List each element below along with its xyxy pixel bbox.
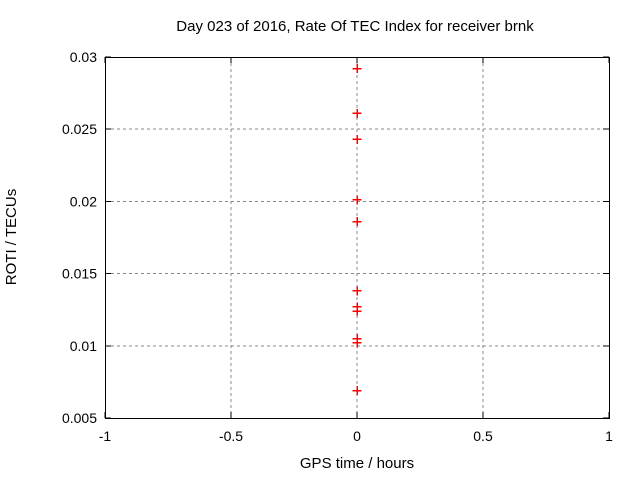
data-points-layer — [352, 64, 362, 396]
data-point-marker — [352, 108, 362, 118]
x-tick-label: -0.5 — [219, 428, 243, 444]
data-point-marker — [352, 338, 362, 348]
chart-title: Day 023 of 2016, Rate Of TEC Index for r… — [176, 18, 534, 35]
tick-labels-layer: -1 -0.5 0 0.5 1 0.005 0.01 0.015 0.02 0.025 0.03 — [62, 49, 613, 444]
data-point-marker — [352, 134, 362, 144]
data-point-marker — [352, 306, 362, 316]
x-tick-label: 0.5 — [473, 428, 493, 444]
y-tick-label: 0.01 — [70, 338, 97, 354]
data-point-marker — [352, 286, 362, 296]
y-tick-label: 0.03 — [70, 49, 97, 65]
x-tick-label: -1 — [99, 428, 112, 444]
x-tick-label: 1 — [605, 428, 613, 444]
x-axis-label: GPS time / hours — [300, 455, 414, 472]
data-point-marker — [352, 195, 362, 205]
tick-marks-layer — [104, 56, 610, 419]
data-point-marker — [352, 217, 362, 227]
data-point-marker — [352, 386, 362, 396]
y-tick-label: 0.025 — [62, 121, 97, 137]
y-tick-label: 0.005 — [62, 410, 97, 426]
y-tick-label: 0.02 — [70, 193, 97, 209]
y-tick-label: 0.015 — [62, 266, 97, 282]
x-tick-label: 0 — [353, 428, 361, 444]
data-point-marker — [352, 64, 362, 74]
y-axis-label: ROTI / TECUs — [3, 189, 20, 285]
